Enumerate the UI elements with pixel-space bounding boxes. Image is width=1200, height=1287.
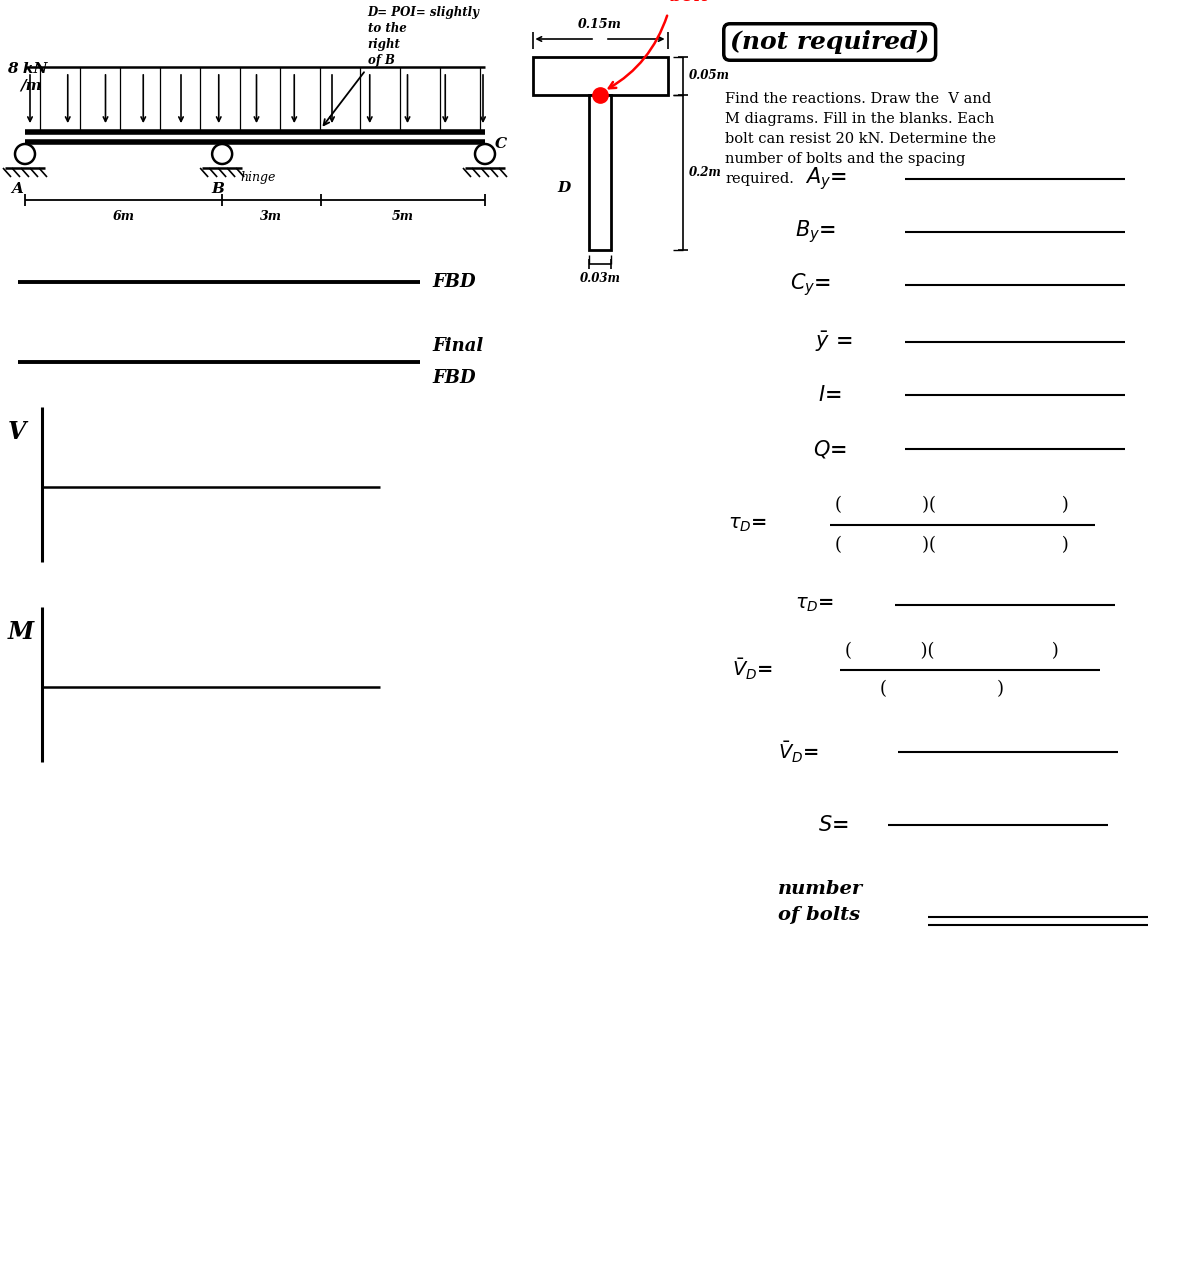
- Text: hinge: hinge: [240, 171, 276, 184]
- Text: V: V: [8, 420, 26, 444]
- Text: (: (: [835, 495, 842, 514]
- Text: $A_y$=: $A_y$=: [805, 166, 847, 192]
- Text: C: C: [494, 136, 508, 151]
- Circle shape: [14, 144, 35, 163]
- Text: (not required): (not required): [730, 30, 929, 54]
- Text: ): ): [1010, 535, 1069, 553]
- Circle shape: [212, 144, 232, 163]
- Text: A: A: [11, 181, 23, 196]
- Text: )(: )(: [863, 642, 935, 660]
- Text: M: M: [8, 620, 34, 644]
- Text: )(: )(: [853, 495, 936, 514]
- Text: /m: /m: [20, 79, 42, 93]
- Text: $\tau_D$=: $\tau_D$=: [728, 516, 767, 534]
- Text: Final: Final: [432, 337, 484, 355]
- Text: (: (: [880, 680, 887, 698]
- Text: Find the reactions. Draw the  V and
M diagrams. Fill in the blanks. Each
bolt ca: Find the reactions. Draw the V and M dia…: [725, 91, 996, 187]
- Text: $\bar{y}$ =: $\bar{y}$ =: [815, 329, 852, 354]
- Text: D: D: [558, 180, 571, 194]
- Text: FBD: FBD: [432, 273, 475, 291]
- Bar: [589, 95, 611, 250]
- Text: 0.05m: 0.05m: [689, 69, 730, 82]
- Circle shape: [475, 144, 494, 163]
- Text: $I$=: $I$=: [818, 385, 841, 405]
- Text: $\tau_D$=: $\tau_D$=: [796, 596, 834, 614]
- Text: number
of bolts: number of bolts: [778, 880, 863, 924]
- Text: $S$=: $S$=: [818, 815, 848, 835]
- Text: $B_y$=: $B_y$=: [796, 219, 836, 246]
- Text: 0.03m: 0.03m: [580, 272, 620, 284]
- Text: D= POI= slightly
to the
right
of B: D= POI= slightly to the right of B: [367, 6, 480, 67]
- Text: $\bar{V}_D$=: $\bar{V}_D$=: [778, 740, 818, 764]
- Text: $Q$=: $Q$=: [814, 438, 847, 459]
- Text: B: B: [211, 181, 224, 196]
- Text: (: (: [835, 535, 842, 553]
- Text: 3m: 3m: [260, 210, 282, 223]
- Text: $\bar{V}_D$=: $\bar{V}_D$=: [732, 656, 773, 682]
- Text: 8 kN: 8 kN: [7, 62, 48, 76]
- Text: 0.2m: 0.2m: [689, 166, 721, 179]
- Text: 6m: 6m: [113, 210, 134, 223]
- Text: ): ): [1000, 642, 1058, 660]
- Text: )(: )(: [853, 535, 936, 553]
- Text: ): ): [905, 680, 1004, 698]
- Text: (: (: [845, 642, 852, 660]
- Bar: [533, 57, 667, 95]
- Text: ): ): [1010, 495, 1069, 514]
- Text: $C_y$=: $C_y$=: [790, 272, 832, 299]
- Text: 5m: 5m: [392, 210, 414, 223]
- Text: FBD: FBD: [432, 369, 475, 387]
- Text: bolt: bolt: [670, 0, 710, 5]
- Text: 0.15m: 0.15m: [578, 18, 622, 31]
